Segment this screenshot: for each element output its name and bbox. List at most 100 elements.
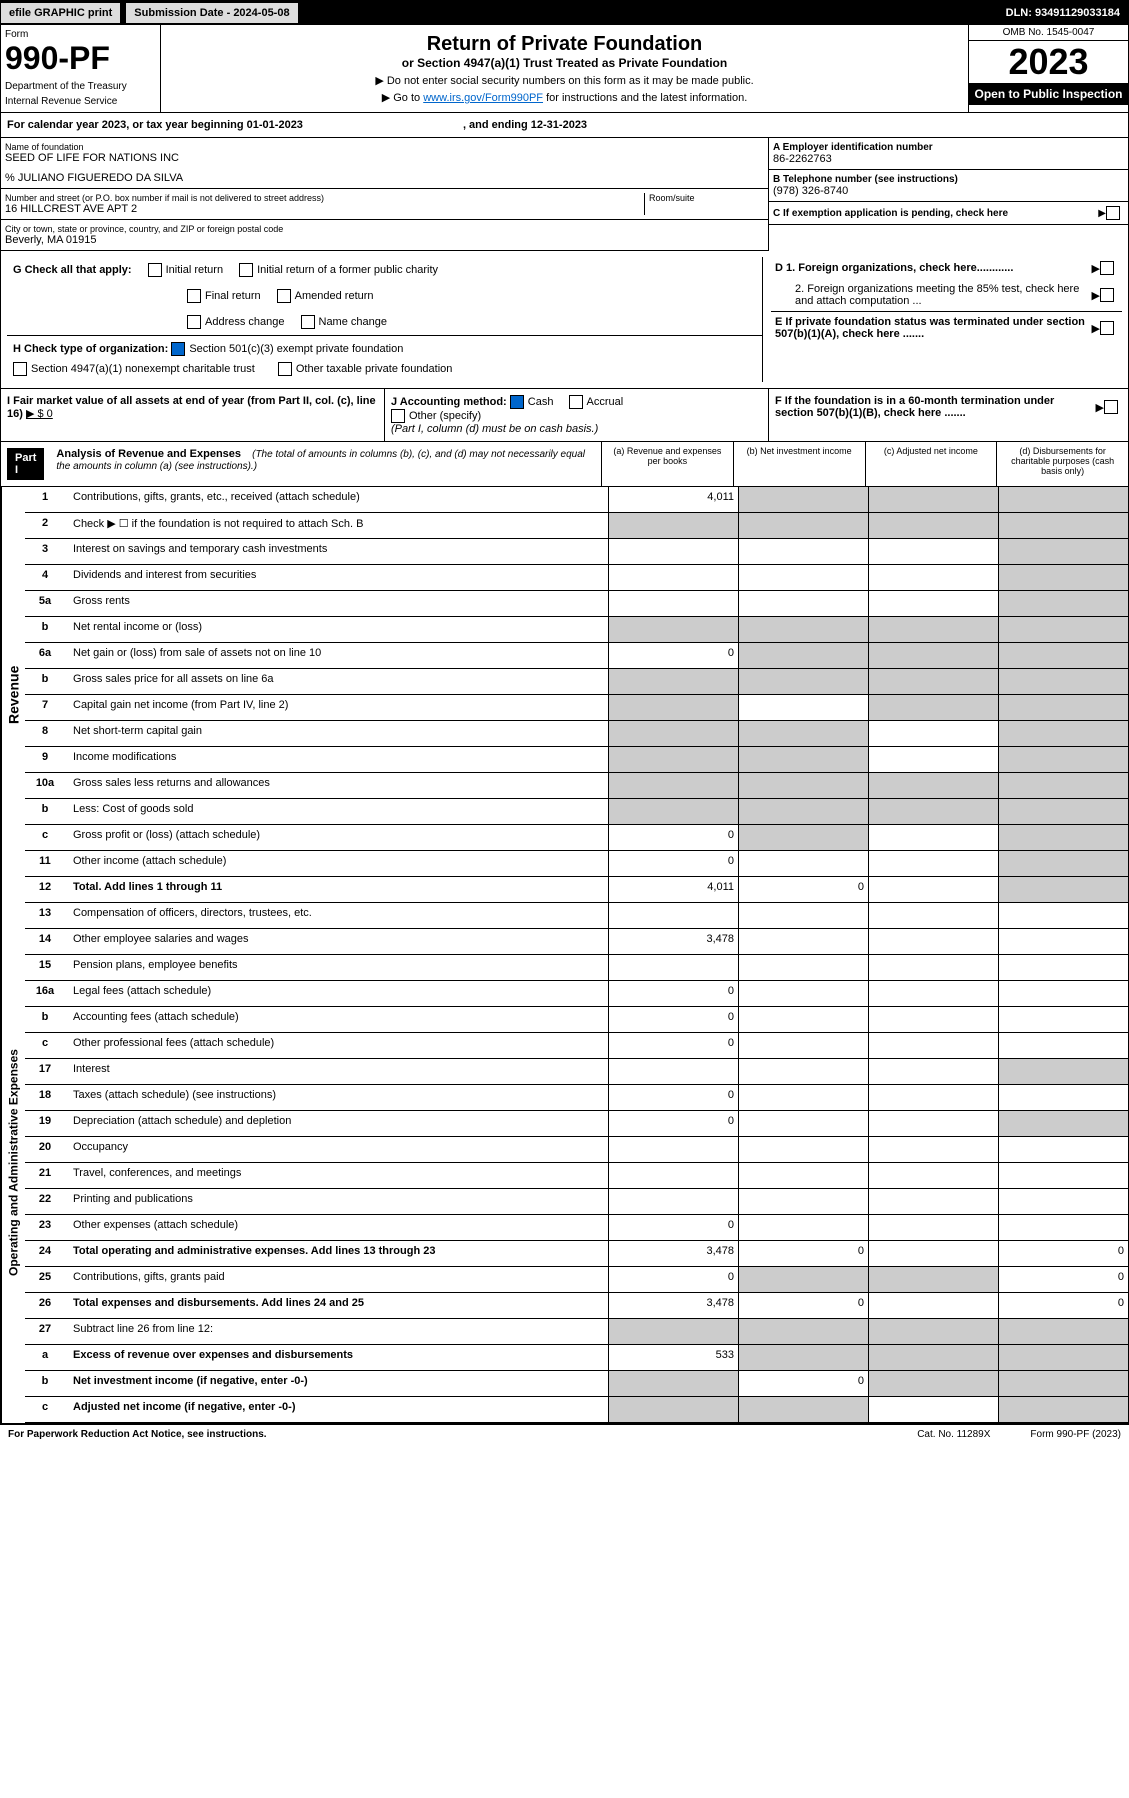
data-cell-b: 0	[738, 1241, 868, 1266]
cat-no: Cat. No. 11289X	[917, 1429, 990, 1440]
address-change-checkbox[interactable]	[187, 315, 201, 329]
table-row: 15Pension plans, employee benefits	[25, 955, 1128, 981]
table-row: bNet investment income (if negative, ent…	[25, 1371, 1128, 1397]
line-number: b	[25, 1371, 65, 1396]
efile-label: efile GRAPHIC print	[1, 3, 120, 23]
line-number: 19	[25, 1111, 65, 1136]
data-cell-c	[868, 747, 998, 772]
data-cell-c	[868, 695, 998, 720]
data-cell-b	[738, 1215, 868, 1240]
table-row: 14Other employee salaries and wages3,478	[25, 929, 1128, 955]
line-number: 3	[25, 539, 65, 564]
data-cell-b	[738, 643, 868, 668]
line-number: 21	[25, 1163, 65, 1188]
street-address: 16 HILLCREST AVE APT 2	[5, 203, 644, 215]
line-description: Taxes (attach schedule) (see instruction…	[65, 1085, 608, 1110]
final-return-checkbox[interactable]	[187, 289, 201, 303]
initial-return-checkbox[interactable]	[148, 263, 162, 277]
footer: For Paperwork Reduction Act Notice, see …	[0, 1424, 1129, 1444]
data-cell-d	[998, 1137, 1128, 1162]
data-cell-a	[608, 955, 738, 980]
line-description: Check ▶ ☐ if the foundation is not requi…	[65, 513, 608, 538]
data-cell-b	[738, 487, 868, 512]
line-description: Depreciation (attach schedule) and deple…	[65, 1111, 608, 1136]
line-number: c	[25, 1033, 65, 1058]
line-description: Gross profit or (loss) (attach schedule)	[65, 825, 608, 850]
data-cell-c	[868, 799, 998, 824]
data-cell-c	[868, 825, 998, 850]
data-cell-b: 0	[738, 1293, 868, 1318]
line-description: Gross rents	[65, 591, 608, 616]
data-cell-c	[868, 1267, 998, 1292]
foundation-name-cell: Name of foundation SEED OF LIFE FOR NATI…	[1, 138, 768, 189]
line-description: Contributions, gifts, grants, etc., rece…	[65, 487, 608, 512]
data-cell-a: 0	[608, 1267, 738, 1292]
f-checkbox[interactable]	[1104, 400, 1118, 414]
501c3-checkbox[interactable]	[171, 342, 185, 356]
cash-checkbox[interactable]	[510, 395, 524, 409]
j-accounting-box: J Accounting method: Cash Accrual Other …	[385, 389, 768, 441]
data-cell-a: 3,478	[608, 1241, 738, 1266]
data-cell-b	[738, 747, 868, 772]
line-number: 10a	[25, 773, 65, 798]
line-description: Adjusted net income (if negative, enter …	[65, 1397, 608, 1422]
4947-checkbox[interactable]	[13, 362, 27, 376]
data-cell-b	[738, 851, 868, 876]
name-change-checkbox[interactable]	[301, 315, 315, 329]
data-cell-a: 0	[608, 1085, 738, 1110]
part1-title: Analysis of Revenue and Expenses	[56, 448, 241, 460]
revenue-section: Revenue 1Contributions, gifts, grants, e…	[1, 487, 1128, 903]
amended-return-checkbox[interactable]	[277, 289, 291, 303]
data-cell-a	[608, 539, 738, 564]
data-cell-c	[868, 1345, 998, 1370]
other-taxable-checkbox[interactable]	[278, 362, 292, 376]
data-cell-a: 4,011	[608, 487, 738, 512]
form-number-box: Form 990-PF Department of the Treasury I…	[1, 25, 161, 112]
line-number: 25	[25, 1267, 65, 1292]
line-number: 22	[25, 1189, 65, 1214]
table-row: 27Subtract line 26 from line 12:	[25, 1319, 1128, 1345]
data-cell-a: 0	[608, 1007, 738, 1032]
table-row: 9Income modifications	[25, 747, 1128, 773]
i-fmv-box: I Fair market value of all assets at end…	[1, 389, 385, 441]
table-row: 6aNet gain or (loss) from sale of assets…	[25, 643, 1128, 669]
f-termination-box: F If the foundation is in a 60-month ter…	[768, 389, 1128, 441]
initial-former-checkbox[interactable]	[239, 263, 253, 277]
data-cell-d	[998, 1371, 1128, 1396]
table-row: 3Interest on savings and temporary cash …	[25, 539, 1128, 565]
accrual-checkbox[interactable]	[569, 395, 583, 409]
note-link: ▶ Go to www.irs.gov/Form990PF for instru…	[169, 91, 960, 104]
line-number: 6a	[25, 643, 65, 668]
table-row: cGross profit or (loss) (attach schedule…	[25, 825, 1128, 851]
e-checkbox[interactable]	[1100, 321, 1114, 335]
data-cell-d	[998, 539, 1128, 564]
line-number: b	[25, 799, 65, 824]
line-description: Less: Cost of goods sold	[65, 799, 608, 824]
irs-link[interactable]: www.irs.gov/Form990PF	[423, 92, 543, 104]
data-cell-c	[868, 721, 998, 746]
table-row: 4Dividends and interest from securities	[25, 565, 1128, 591]
table-row: 1Contributions, gifts, grants, etc., rec…	[25, 487, 1128, 513]
data-cell-b	[738, 903, 868, 928]
data-cell-a	[608, 1371, 738, 1396]
d2-checkbox[interactable]	[1100, 288, 1114, 302]
table-row: 26Total expenses and disbursements. Add …	[25, 1293, 1128, 1319]
data-cell-a: 0	[608, 851, 738, 876]
c-checkbox[interactable]	[1106, 206, 1120, 220]
line-description: Net short-term capital gain	[65, 721, 608, 746]
data-cell-d	[998, 877, 1128, 902]
line-description: Accounting fees (attach schedule)	[65, 1007, 608, 1032]
data-cell-d	[998, 1319, 1128, 1344]
line-description: Gross sales less returns and allowances	[65, 773, 608, 798]
data-cell-c	[868, 1137, 998, 1162]
line-number: 27	[25, 1319, 65, 1344]
d1-checkbox[interactable]	[1100, 261, 1114, 275]
data-cell-d	[998, 513, 1128, 538]
data-cell-b	[738, 1137, 868, 1162]
line-number: 5a	[25, 591, 65, 616]
line-description: Net rental income or (loss)	[65, 617, 608, 642]
line-number: 8	[25, 721, 65, 746]
data-cell-a	[608, 773, 738, 798]
other-method-checkbox[interactable]	[391, 409, 405, 423]
data-cell-b	[738, 513, 868, 538]
